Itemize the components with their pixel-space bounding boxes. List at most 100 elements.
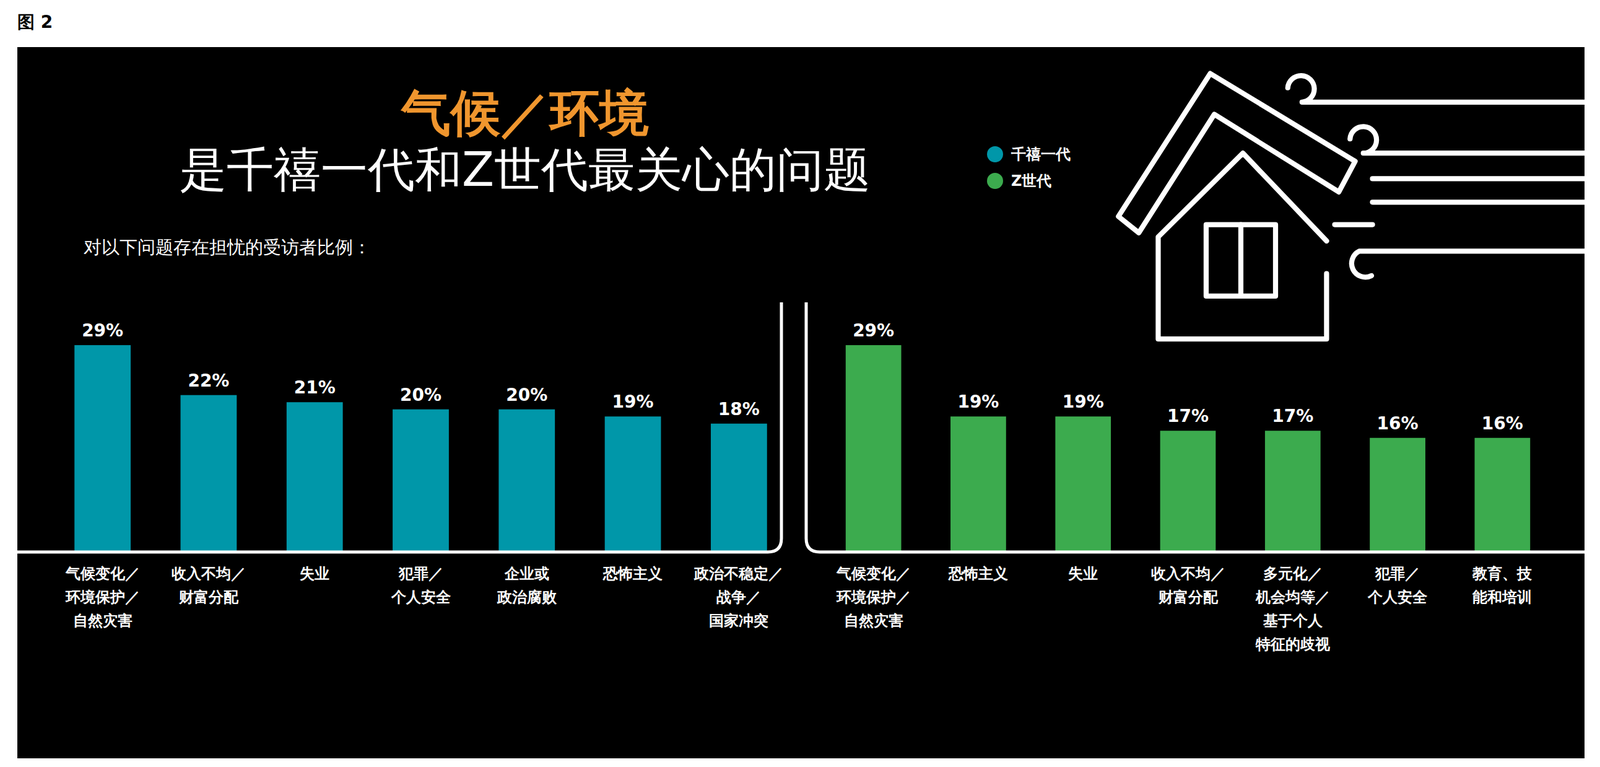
tick: 犯罪／ 个人安全 xyxy=(390,564,452,606)
house-icon xyxy=(1118,73,1585,339)
tick-label-line: 财富分配 xyxy=(178,588,240,606)
data-label: 18% xyxy=(718,398,760,420)
tick-label: 犯罪／ 个人安全 xyxy=(390,564,452,606)
tick: 失业 xyxy=(1068,564,1098,583)
icon-stroke xyxy=(1118,73,1355,233)
bar xyxy=(392,409,449,552)
data-label: 17% xyxy=(1271,405,1314,427)
bar xyxy=(498,409,555,552)
subtitle: 对以下问题存在担忧的受访者比例： xyxy=(83,236,371,258)
tick-label: 失业 xyxy=(299,564,330,583)
bar xyxy=(1265,430,1321,552)
icon-stroke xyxy=(1334,221,1373,227)
data-label: 16% xyxy=(1481,413,1524,434)
tick-label-line: 特征的歧视 xyxy=(1255,635,1331,653)
tick-label-line: 恐怖主义 xyxy=(602,564,663,583)
figure-label: 图 2 xyxy=(17,11,53,33)
tick-label: 恐怖主义 xyxy=(602,564,663,583)
title: 是千禧一代和Z世代最关心的问题 xyxy=(179,141,871,197)
data-label: 29% xyxy=(81,320,124,341)
icon-stroke xyxy=(1206,224,1276,296)
bar xyxy=(950,416,1007,552)
tick-label-line: 恐怖主义 xyxy=(947,564,1009,583)
y-axis xyxy=(781,302,783,539)
tick: 政治不稳定／ 战争／ 国家冲突 xyxy=(693,564,784,630)
title-highlight: 气候／环境 xyxy=(400,84,649,142)
tick-label-line: 自然灾害 xyxy=(843,611,904,630)
tick-label-line: 财富分配 xyxy=(1157,588,1219,606)
bar xyxy=(286,401,344,552)
bar xyxy=(845,344,902,552)
icon-stroke xyxy=(1372,199,1586,205)
tick-label-line: 战争／ xyxy=(716,588,761,606)
tick: 收入不均／财富分配 xyxy=(171,564,246,606)
bar xyxy=(74,344,131,552)
legend-label: Z世代 xyxy=(1011,172,1052,190)
legend-swatch xyxy=(986,146,1004,163)
data-label: 22% xyxy=(187,370,230,391)
icon-stroke xyxy=(1157,152,1327,339)
axis-line xyxy=(804,302,809,539)
tick-label-line: 个人安全 xyxy=(390,588,452,606)
x-axis: 气候变化／ 环境保护／ 自然灾害 收入不均／财富分配 失业 犯罪／ 个人安全 企业或政治腐败 恐… xyxy=(17,538,784,630)
tick-label: 企业或政治腐败 xyxy=(496,564,558,606)
bar xyxy=(604,416,662,552)
tick-label-line: 气候变化／ xyxy=(835,564,911,583)
tick-label-line: 自然灾害 xyxy=(73,611,133,630)
tick-label-line: 政治腐败 xyxy=(496,588,558,606)
tick: 教育、技能和培训 xyxy=(1471,564,1533,606)
chart-figure: 图 2 气候／环境是千禧一代和Z世代最关心的问题对以下问题存在担忧的受访者比例： 2… xyxy=(0,0,1600,767)
tick-label: 收入不均／财富分配 xyxy=(1151,564,1226,606)
tick: 气候变化／ 环境保护／ 自然灾害 xyxy=(835,564,911,630)
tick: 犯罪／个人安全 xyxy=(1367,564,1428,606)
tick-label-line: 企业或 xyxy=(504,564,550,583)
tick: 恐怖主义 xyxy=(602,564,663,583)
tick-label: 失业 xyxy=(1068,564,1098,583)
y-axis xyxy=(806,302,807,539)
tick-label-line: 多元化／ xyxy=(1263,564,1323,583)
data-label: 21% xyxy=(294,377,336,398)
tick-label-line: 个人安全 xyxy=(1367,588,1428,606)
tick-label-line: 环境保护／ xyxy=(65,588,140,606)
tick: 多元化／机会均等／基于个人特征的歧视 xyxy=(1255,564,1331,653)
data-label: 20% xyxy=(505,384,548,405)
tick-label-line: 失业 xyxy=(1068,564,1098,583)
x-axis: 气候变化／ 环境保护／ 自然灾害 恐怖主义 失业 收入不均／财富分配多元化／机会均等／基于… xyxy=(806,538,1585,653)
data-label: 17% xyxy=(1167,405,1209,427)
tick-label-line: 气候变化／ xyxy=(65,564,140,583)
plot-area xyxy=(845,344,1531,552)
bar xyxy=(710,423,768,552)
icon-stroke xyxy=(1351,250,1585,277)
data-label: 20% xyxy=(400,384,442,405)
data-label: 19% xyxy=(1062,391,1105,412)
plot-area xyxy=(74,344,767,552)
data-label: 29% xyxy=(852,320,895,341)
bar xyxy=(1369,437,1426,552)
tick-label: 教育、技能和培训 xyxy=(1471,564,1533,606)
panel-background xyxy=(17,47,1585,758)
tick-label: 恐怖主义 xyxy=(947,564,1009,583)
icon-stroke xyxy=(1372,175,1586,181)
bar xyxy=(1055,416,1111,552)
tick: 恐怖主义 xyxy=(947,564,1009,583)
tick: 收入不均／财富分配 xyxy=(1151,564,1226,606)
tick-label-line: 失业 xyxy=(299,564,330,583)
tick: 气候变化／ 环境保护／ 自然灾害 xyxy=(65,564,140,630)
tick: 企业或政治腐败 xyxy=(496,564,558,606)
data-label: 19% xyxy=(612,391,654,412)
tick-label-line: 环境保护／ xyxy=(835,588,911,606)
data-label: 19% xyxy=(957,391,999,412)
legend-swatch xyxy=(986,172,1004,189)
tick-label-line: 犯罪／ xyxy=(398,564,444,583)
tick-label: 气候变化／ 环境保护／ 自然灾害 xyxy=(835,564,911,630)
axis-line xyxy=(780,302,784,539)
tick-label-line: 政治不稳定／ xyxy=(693,564,784,583)
tick-label: 政治不稳定／ 战争／ 国家冲突 xyxy=(693,564,784,630)
tick-label: 多元化／机会均等／基于个人特征的歧视 xyxy=(1255,564,1331,653)
tick-label-line: 能和培训 xyxy=(1472,588,1532,606)
legend-label: 千禧一代 xyxy=(1010,145,1071,163)
tick-label-line: 教育、技 xyxy=(1471,564,1533,583)
axis-line xyxy=(17,538,782,552)
tick-label: 气候变化／ 环境保护／ 自然灾害 xyxy=(65,564,140,630)
tick-label-line: 国家冲突 xyxy=(708,611,769,630)
